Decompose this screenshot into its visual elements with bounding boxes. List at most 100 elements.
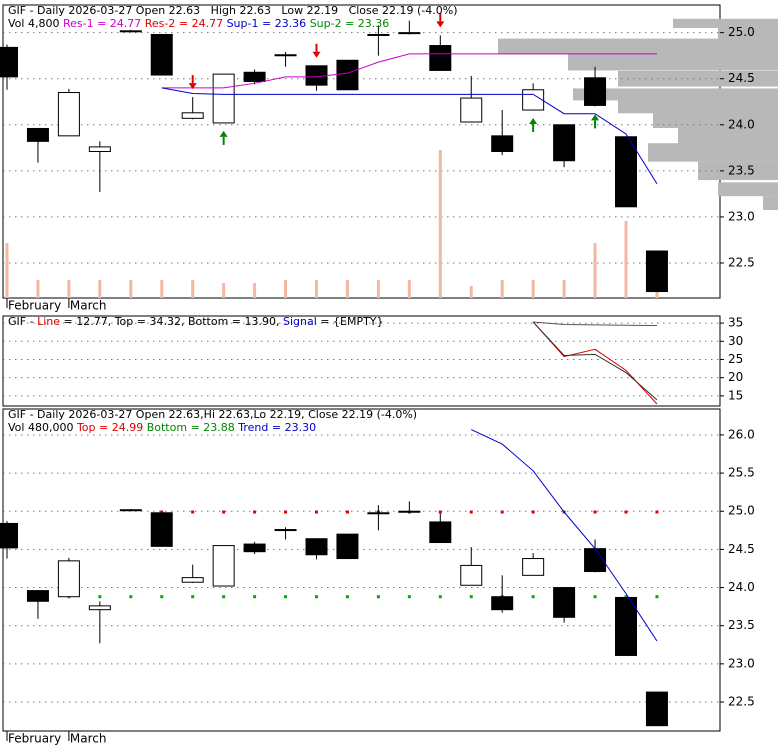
level-dot bbox=[531, 595, 535, 599]
level-dot bbox=[315, 510, 318, 514]
candle-body bbox=[305, 538, 328, 556]
y-tick-label: 23.5 bbox=[728, 618, 755, 632]
legend-item: Signal bbox=[283, 315, 317, 328]
volume-bar bbox=[284, 280, 288, 298]
signal-arrow bbox=[188, 75, 197, 90]
volume-bar bbox=[624, 221, 628, 298]
overlay-line bbox=[161, 53, 657, 89]
volume-bar bbox=[438, 150, 442, 298]
candle-body bbox=[150, 33, 173, 76]
legend-line: Vol 4,800 Res-1 = 24.77 Res-2 = 24.77 Su… bbox=[8, 17, 389, 30]
arrow-head bbox=[188, 83, 197, 90]
volume-bar bbox=[5, 243, 9, 298]
candle-body bbox=[57, 92, 80, 137]
volume-bar bbox=[562, 280, 566, 298]
level-dot bbox=[345, 510, 349, 514]
candle-body bbox=[305, 65, 328, 86]
y-tick-label: 23.5 bbox=[728, 163, 755, 177]
volume-profile-bar bbox=[618, 70, 778, 87]
volume-bar bbox=[593, 243, 597, 298]
y-tick-label: 24.0 bbox=[728, 117, 755, 131]
legend-line: GIF - Daily 2026-03-27 Open 22.63,Hi 22.… bbox=[8, 408, 417, 421]
volume-bar bbox=[315, 280, 318, 298]
x-tick-label: February bbox=[8, 299, 61, 313]
candle-body bbox=[181, 577, 204, 583]
level-dot bbox=[655, 510, 659, 514]
arrow-head bbox=[436, 21, 445, 28]
candle-body bbox=[553, 587, 576, 618]
level-dot bbox=[407, 595, 411, 599]
legend-item: Vol 480,000 bbox=[8, 421, 77, 434]
volume-bar bbox=[191, 280, 195, 298]
legend-item: Bottom = 23.88 bbox=[147, 421, 239, 434]
volume-profile-bar bbox=[678, 127, 778, 145]
candle-body bbox=[0, 46, 18, 78]
legend-item: GIF - bbox=[8, 315, 37, 328]
level-dot bbox=[222, 510, 226, 514]
y-tick-label: 22.5 bbox=[728, 255, 755, 269]
y-tick-label: 22.5 bbox=[728, 695, 755, 709]
y-tick-label: 35 bbox=[728, 316, 743, 330]
arrow-head bbox=[219, 130, 228, 137]
level-dot bbox=[129, 595, 133, 599]
candle-body bbox=[181, 112, 204, 119]
level-dot bbox=[345, 595, 349, 599]
arrow-head bbox=[312, 51, 321, 58]
signal-arrow bbox=[591, 114, 600, 129]
candle-body bbox=[460, 97, 483, 123]
candle-body bbox=[212, 73, 235, 124]
y-tick-label: 30 bbox=[728, 334, 743, 348]
level-dot bbox=[624, 595, 628, 599]
volume-bar bbox=[345, 280, 349, 298]
volume-profile-bar bbox=[718, 182, 778, 197]
legend-item: Top = 24.99 bbox=[76, 421, 147, 434]
level-dot bbox=[469, 595, 473, 599]
signal-arrow bbox=[219, 130, 228, 145]
y-tick-label: 20 bbox=[728, 370, 743, 384]
candle-body bbox=[243, 543, 266, 553]
level-dot bbox=[284, 510, 288, 514]
candle-body bbox=[367, 512, 390, 515]
level-dot bbox=[438, 510, 442, 514]
candle-body bbox=[429, 521, 452, 544]
signal-arrow bbox=[436, 13, 445, 28]
legend-item: GIF - Daily 2026-03-27 Open 22.63 High 2… bbox=[8, 4, 458, 17]
legend-item: Trend = 23.30 bbox=[237, 421, 316, 434]
level-dot bbox=[376, 595, 380, 599]
legend-item: = {EMPTY} bbox=[317, 315, 384, 328]
volume-profile-bar bbox=[648, 143, 778, 162]
level-dot bbox=[160, 510, 164, 514]
volume-bar bbox=[500, 280, 504, 298]
level-dot bbox=[253, 510, 257, 514]
candle-body bbox=[491, 135, 514, 152]
legend-item: = 12.77, Top = 34.32, Bottom = 13.90, bbox=[60, 315, 283, 328]
volume-bar bbox=[407, 280, 411, 298]
candle-body bbox=[522, 558, 545, 576]
volume-bar bbox=[67, 280, 71, 298]
signal-arrow bbox=[529, 118, 538, 133]
level-dot bbox=[191, 510, 195, 514]
indicator-line bbox=[533, 321, 657, 327]
x-tick-label: March bbox=[70, 732, 107, 745]
candle-body bbox=[398, 510, 421, 513]
volume-profile-bar bbox=[618, 99, 778, 114]
arrow-head bbox=[591, 114, 600, 121]
volume-profile-bar bbox=[673, 18, 778, 29]
candle-body bbox=[429, 45, 452, 71]
legend-item: Line bbox=[37, 315, 60, 328]
panel-frame bbox=[2, 315, 721, 407]
legend-item: Res-1 = 24.77 bbox=[63, 17, 145, 30]
level-dot bbox=[191, 595, 195, 599]
legend-line: GIF - Daily 2026-03-27 Open 22.63 High 2… bbox=[8, 4, 458, 17]
level-dot bbox=[222, 595, 226, 599]
y-tick-label: 25.0 bbox=[728, 25, 755, 39]
y-tick-label: 24.0 bbox=[728, 580, 755, 594]
candle-body bbox=[336, 59, 359, 91]
candle-body bbox=[553, 124, 576, 162]
level-dot bbox=[593, 595, 597, 599]
level-dot bbox=[500, 510, 504, 514]
y-tick-label: 25.5 bbox=[728, 466, 755, 480]
level-dot bbox=[98, 595, 102, 599]
candle-body bbox=[274, 529, 297, 532]
y-tick-label: 23.0 bbox=[728, 209, 755, 223]
